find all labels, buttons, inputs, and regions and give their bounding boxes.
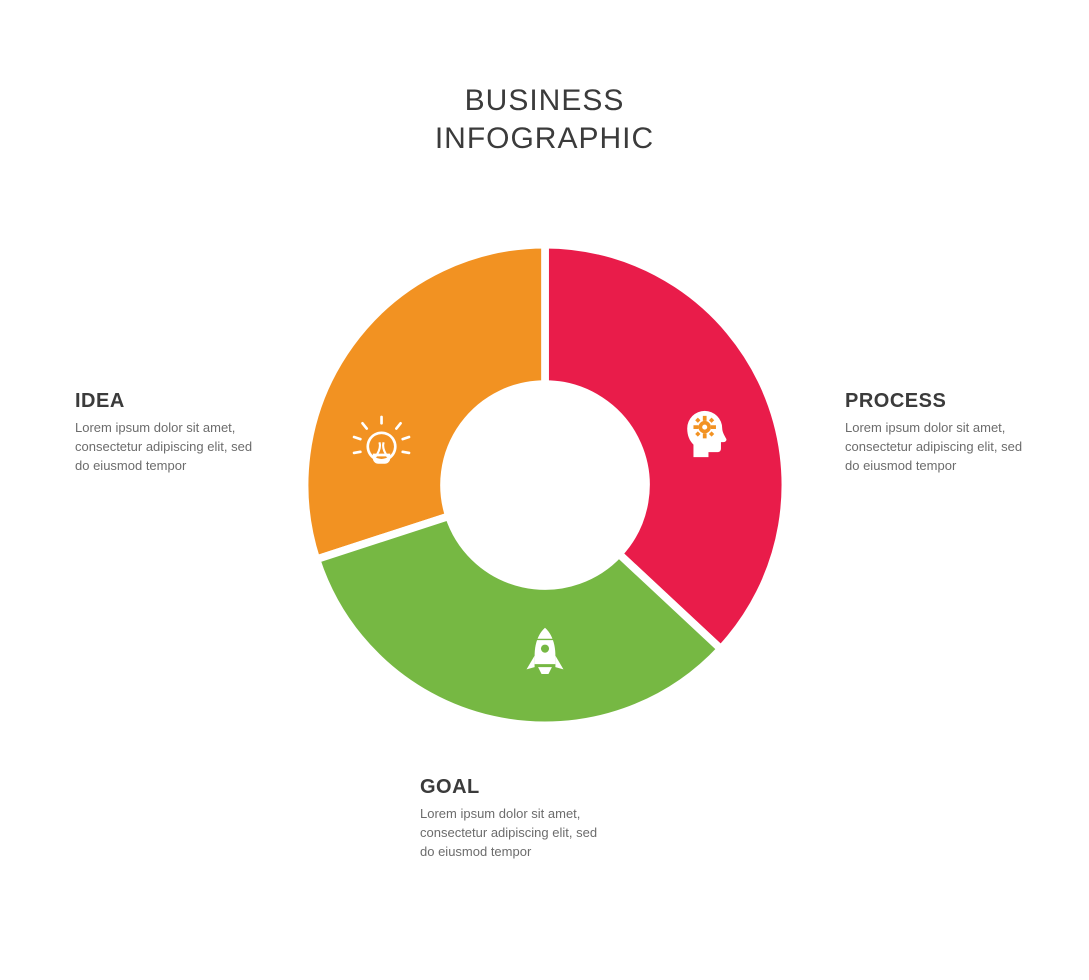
segment-body-process: Lorem ipsum dolor sit amet, consectetur … — [845, 419, 1025, 476]
segment-label-process: PROCESS Lorem ipsum dolor sit amet, conse… — [845, 390, 1025, 476]
segment-title-idea: IDEA — [75, 390, 255, 413]
segment-body-goal: Lorem ipsum dolor sit amet, consectetur … — [420, 805, 600, 862]
segment-title-process: PROCESS — [845, 390, 1025, 413]
donut-chart — [295, 235, 795, 735]
donut-hole — [444, 384, 646, 586]
segment-label-goal: GOAL Lorem ipsum dolor sit amet, consecte… — [420, 776, 600, 862]
title-line-2: INFOGRAPHIC — [0, 120, 1089, 158]
segment-title-goal: GOAL — [420, 776, 600, 799]
segment-body-idea: Lorem ipsum dolor sit amet, consectetur … — [75, 419, 255, 476]
segment-label-idea: IDEA Lorem ipsum dolor sit amet, consecte… — [75, 390, 255, 476]
title-line-1: BUSINESS — [0, 82, 1089, 120]
page-title-block: BUSINESS INFOGRAPHIC — [0, 82, 1089, 157]
